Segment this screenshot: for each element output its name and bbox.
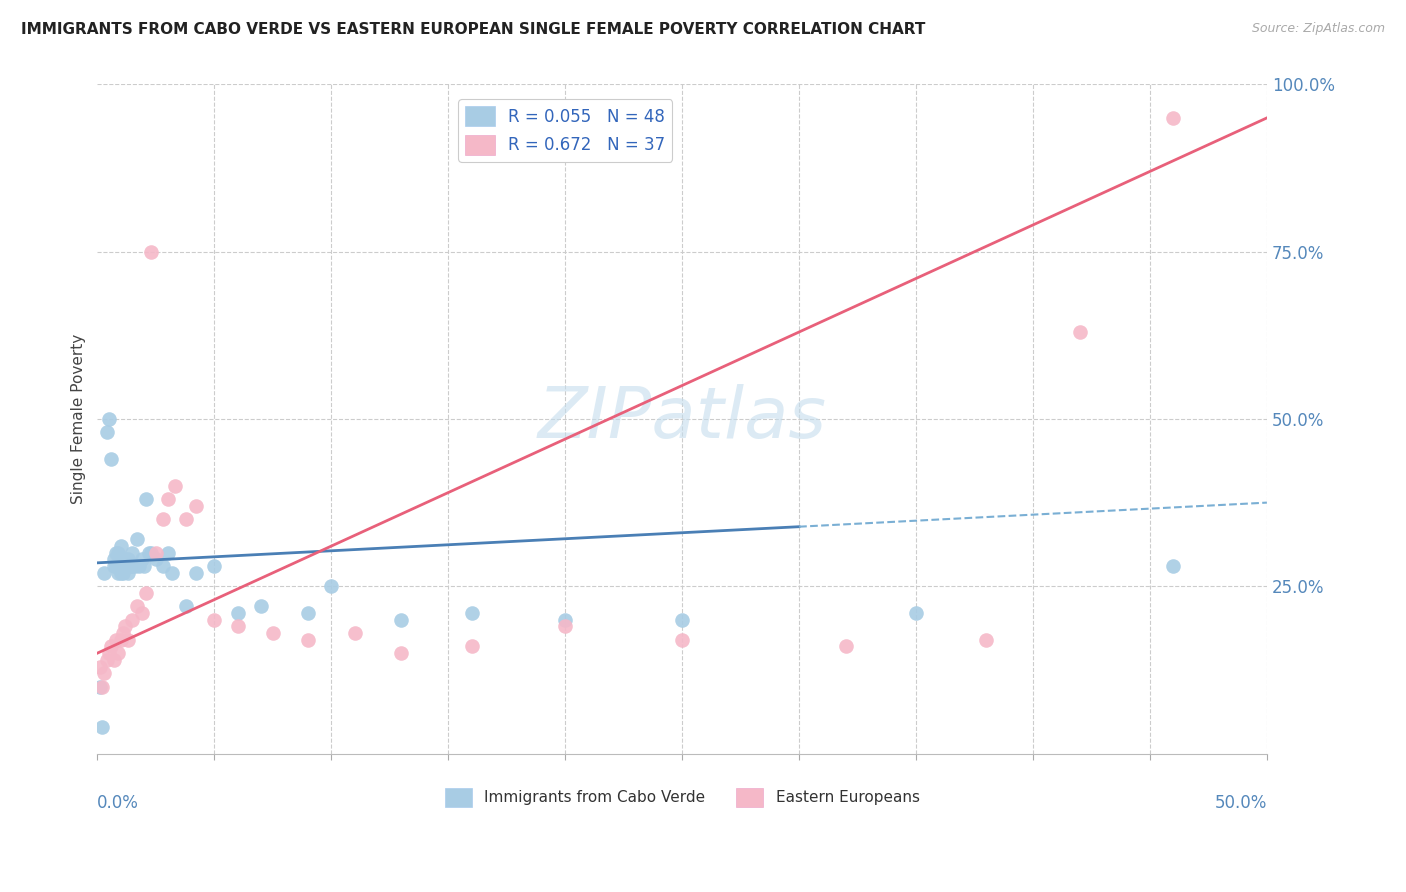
Point [554,613,576,627]
Point [89,680,111,694]
Point [98,646,121,660]
Point [460,606,482,620]
Text: 0.0%: 0.0% [97,794,139,812]
Point [145,546,167,560]
Point [91,720,114,734]
Point [107,546,129,560]
Point [112,566,135,580]
Point [98,412,121,426]
Point [117,566,139,580]
Point [103,653,125,667]
Text: Source: ZipAtlas.com: Source: ZipAtlas.com [1251,22,1385,36]
Point [671,613,693,627]
Point [105,546,128,560]
Legend: Immigrants from Cabo Verde, Eastern Europeans: Immigrants from Cabo Verde, Eastern Euro… [439,782,925,813]
Point [141,546,163,560]
Point [250,599,273,614]
Point [107,566,129,580]
Point [905,606,928,620]
Point [297,606,319,620]
Point [110,632,132,647]
Point [835,640,858,654]
Point [96,653,118,667]
Point [107,646,129,660]
Point [1163,111,1185,125]
Point [321,579,343,593]
Point [117,632,139,647]
Point [141,244,163,259]
Point [105,559,128,574]
Point [671,632,693,647]
Point [135,586,157,600]
Point [202,613,225,627]
Point [460,640,482,654]
Point [114,552,136,566]
Point [114,559,136,574]
Point [89,659,111,673]
Point [343,626,366,640]
Point [117,552,139,566]
Point [93,566,115,580]
Point [160,566,183,580]
Point [131,552,153,566]
Point [127,599,149,614]
Point [174,599,197,614]
Point [96,425,118,440]
Point [135,492,157,507]
Point [105,632,128,647]
Point [103,552,125,566]
Point [110,566,132,580]
Point [391,613,413,627]
Point [974,632,997,647]
Point [152,512,174,526]
Point [128,559,150,574]
Point [100,640,122,654]
Point [121,546,143,560]
Point [114,619,136,633]
Point [152,559,174,574]
Point [391,646,413,660]
Point [262,626,284,640]
Point [91,680,114,694]
Point [103,559,125,574]
Point [93,666,115,681]
Point [184,566,207,580]
Point [100,452,122,467]
Point [554,619,576,633]
Point [174,512,197,526]
Point [145,552,167,566]
Point [226,619,249,633]
Point [124,559,146,574]
Text: 50.0%: 50.0% [1215,794,1267,812]
Point [134,559,156,574]
Point [120,559,142,574]
Point [1163,559,1185,574]
Point [184,499,207,513]
Point [163,479,186,493]
Y-axis label: Single Female Poverty: Single Female Poverty [72,334,86,504]
Point [138,546,160,560]
Point [112,559,135,574]
Point [202,559,225,574]
Point [156,546,179,560]
Point [112,626,135,640]
Point [110,539,132,553]
Point [156,492,179,507]
Text: IMMIGRANTS FROM CABO VERDE VS EASTERN EUROPEAN SINGLE FEMALE POVERTY CORRELATION: IMMIGRANTS FROM CABO VERDE VS EASTERN EU… [21,22,925,37]
Point [131,606,153,620]
Point [127,533,149,547]
Text: ZIPatlas: ZIPatlas [537,384,827,453]
Point [297,632,319,647]
Point [121,559,143,574]
Point [121,613,143,627]
Point [226,606,249,620]
Point [1069,325,1091,339]
